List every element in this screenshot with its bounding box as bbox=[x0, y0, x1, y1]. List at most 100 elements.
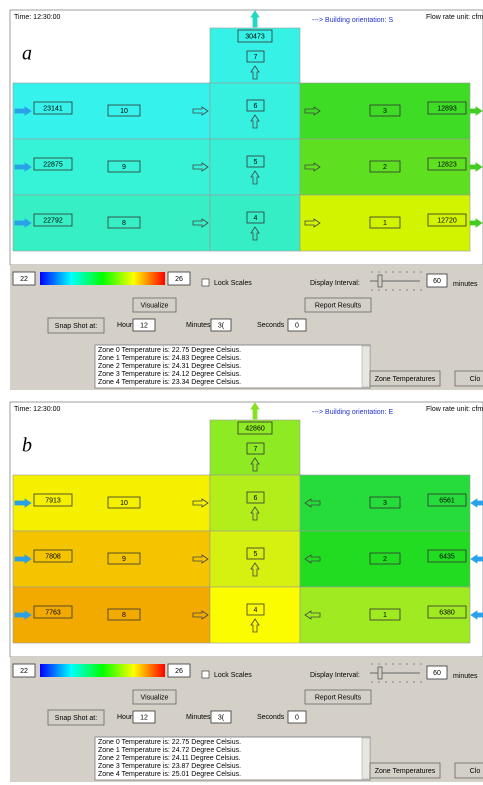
lock-checkbox[interactable] bbox=[201, 670, 210, 679]
zone-label-box bbox=[369, 104, 401, 117]
seconds: 0 bbox=[295, 714, 299, 721]
flow-arrow bbox=[192, 610, 209, 620]
seconds: 0 bbox=[295, 322, 299, 329]
flow-arrow bbox=[304, 162, 321, 172]
east-flow: 12823 bbox=[437, 161, 457, 168]
display-interval-label: Display Interval: bbox=[310, 280, 360, 287]
close[interactable]: Clo bbox=[470, 376, 481, 383]
minutes-unit: minutes bbox=[453, 673, 478, 680]
west-flow-box bbox=[33, 157, 73, 171]
scale-max-box bbox=[167, 663, 191, 678]
report-results[interactable]: Report Results bbox=[315, 302, 362, 309]
inlet-arrow bbox=[14, 218, 32, 228]
west-flow-box bbox=[33, 549, 73, 563]
slider-thumb[interactable] bbox=[377, 274, 383, 288]
west-flow-box bbox=[33, 213, 73, 227]
zone-label: 5 bbox=[254, 159, 258, 166]
seconds-box bbox=[287, 318, 307, 332]
zone-label-box bbox=[369, 160, 401, 173]
outlet-arrow bbox=[469, 106, 483, 116]
lock-checkbox[interactable] bbox=[201, 278, 210, 287]
hours-label: Hours bbox=[117, 714, 136, 721]
zone bbox=[12, 82, 211, 140]
zone-label: 6 bbox=[254, 103, 258, 110]
west-flow-box bbox=[33, 493, 73, 507]
zone-label: 7 bbox=[254, 54, 258, 61]
zone bbox=[299, 586, 471, 644]
flow-arrow bbox=[304, 554, 321, 564]
log-line: Zone 2 Temperature is: 24.11 Degree Cels… bbox=[98, 755, 241, 762]
snapshot-button[interactable] bbox=[47, 317, 105, 334]
display-interval: 60 bbox=[433, 670, 441, 677]
zone-label-box bbox=[107, 552, 141, 565]
east-flow: 6561 bbox=[439, 497, 455, 504]
snapshot-button[interactable] bbox=[47, 709, 105, 726]
zone-label-box bbox=[107, 160, 141, 173]
visualize-button[interactable] bbox=[132, 297, 177, 313]
west-flow: 23141 bbox=[43, 105, 63, 112]
log-line: Zone 0 Temperature is: 22.75 Degree Cels… bbox=[98, 347, 241, 354]
zone-label: 10 bbox=[120, 500, 128, 507]
inlet-arrow bbox=[14, 498, 32, 508]
report-results[interactable]: Report Results bbox=[315, 694, 362, 701]
snapshot[interactable]: Snap Shot at: bbox=[55, 715, 97, 722]
zone-label: 9 bbox=[122, 164, 126, 171]
zone-label: 8 bbox=[122, 612, 126, 619]
zone-temperatures-button[interactable] bbox=[369, 370, 441, 387]
visualize[interactable]: Visualize bbox=[141, 302, 169, 309]
snapshot[interactable]: Snap Shot at: bbox=[55, 323, 97, 330]
zone-temperatures[interactable]: Zone Temperatures bbox=[375, 768, 436, 775]
zone-label: 5 bbox=[254, 551, 258, 558]
scale-min-box bbox=[12, 663, 36, 678]
scrollbar[interactable] bbox=[361, 737, 371, 780]
zone-label: 1 bbox=[383, 612, 387, 619]
zone bbox=[299, 194, 471, 252]
report-results-button[interactable] bbox=[304, 689, 372, 705]
west-flow: 7763 bbox=[45, 609, 61, 616]
seconds-label: Seconds bbox=[257, 714, 285, 721]
zone bbox=[209, 419, 301, 476]
zone-label: 9 bbox=[122, 556, 126, 563]
zone-label: 4 bbox=[254, 607, 258, 614]
scrollbar[interactable] bbox=[361, 345, 371, 388]
time: Time: 12:30:00 bbox=[14, 14, 61, 21]
minutes-label: Minutes bbox=[186, 322, 211, 329]
flow-arrow bbox=[192, 218, 209, 228]
zone-label: 1 bbox=[383, 220, 387, 227]
visualize[interactable]: Visualize bbox=[141, 694, 169, 701]
close[interactable]: Clo bbox=[470, 768, 481, 775]
visualize-button[interactable] bbox=[132, 689, 177, 705]
log-line: Zone 4 Temperature is: 23.34 Degree Cels… bbox=[98, 379, 241, 386]
zone-label-box bbox=[369, 216, 401, 229]
color-scale bbox=[40, 272, 165, 285]
flow-arrow bbox=[250, 65, 260, 80]
east-flow-box bbox=[427, 605, 467, 619]
close-button[interactable] bbox=[454, 762, 483, 779]
zone-label-box bbox=[107, 496, 141, 509]
zone-label: 4 bbox=[254, 215, 258, 222]
hours-label: Hours bbox=[117, 322, 136, 329]
close-button[interactable] bbox=[454, 370, 483, 387]
zone-label: 2 bbox=[383, 164, 387, 171]
east-flow-box bbox=[427, 549, 467, 563]
scale-max-box bbox=[167, 271, 191, 286]
zone-label-box bbox=[369, 496, 401, 509]
color-scale bbox=[40, 664, 165, 677]
inlet-arrow bbox=[14, 554, 32, 564]
seconds-box bbox=[287, 710, 307, 724]
minutes: 3( bbox=[218, 322, 225, 329]
zone-label-box bbox=[246, 603, 265, 616]
zone-label-box bbox=[246, 50, 265, 63]
zone-temperatures[interactable]: Zone Temperatures bbox=[375, 376, 436, 383]
log-line: Zone 4 Temperature is: 25.01 Degree Cels… bbox=[98, 771, 241, 778]
slider-thumb[interactable] bbox=[377, 666, 383, 680]
report-results-button[interactable] bbox=[304, 297, 372, 313]
exhaust-arrow bbox=[250, 10, 260, 28]
zone-temperatures-button[interactable] bbox=[369, 762, 441, 779]
zone-label-box bbox=[246, 155, 265, 168]
minutes-box bbox=[210, 318, 232, 332]
inlet-arrow bbox=[470, 610, 483, 620]
hours: 12 bbox=[140, 322, 148, 329]
minutes-unit: minutes bbox=[453, 281, 478, 288]
